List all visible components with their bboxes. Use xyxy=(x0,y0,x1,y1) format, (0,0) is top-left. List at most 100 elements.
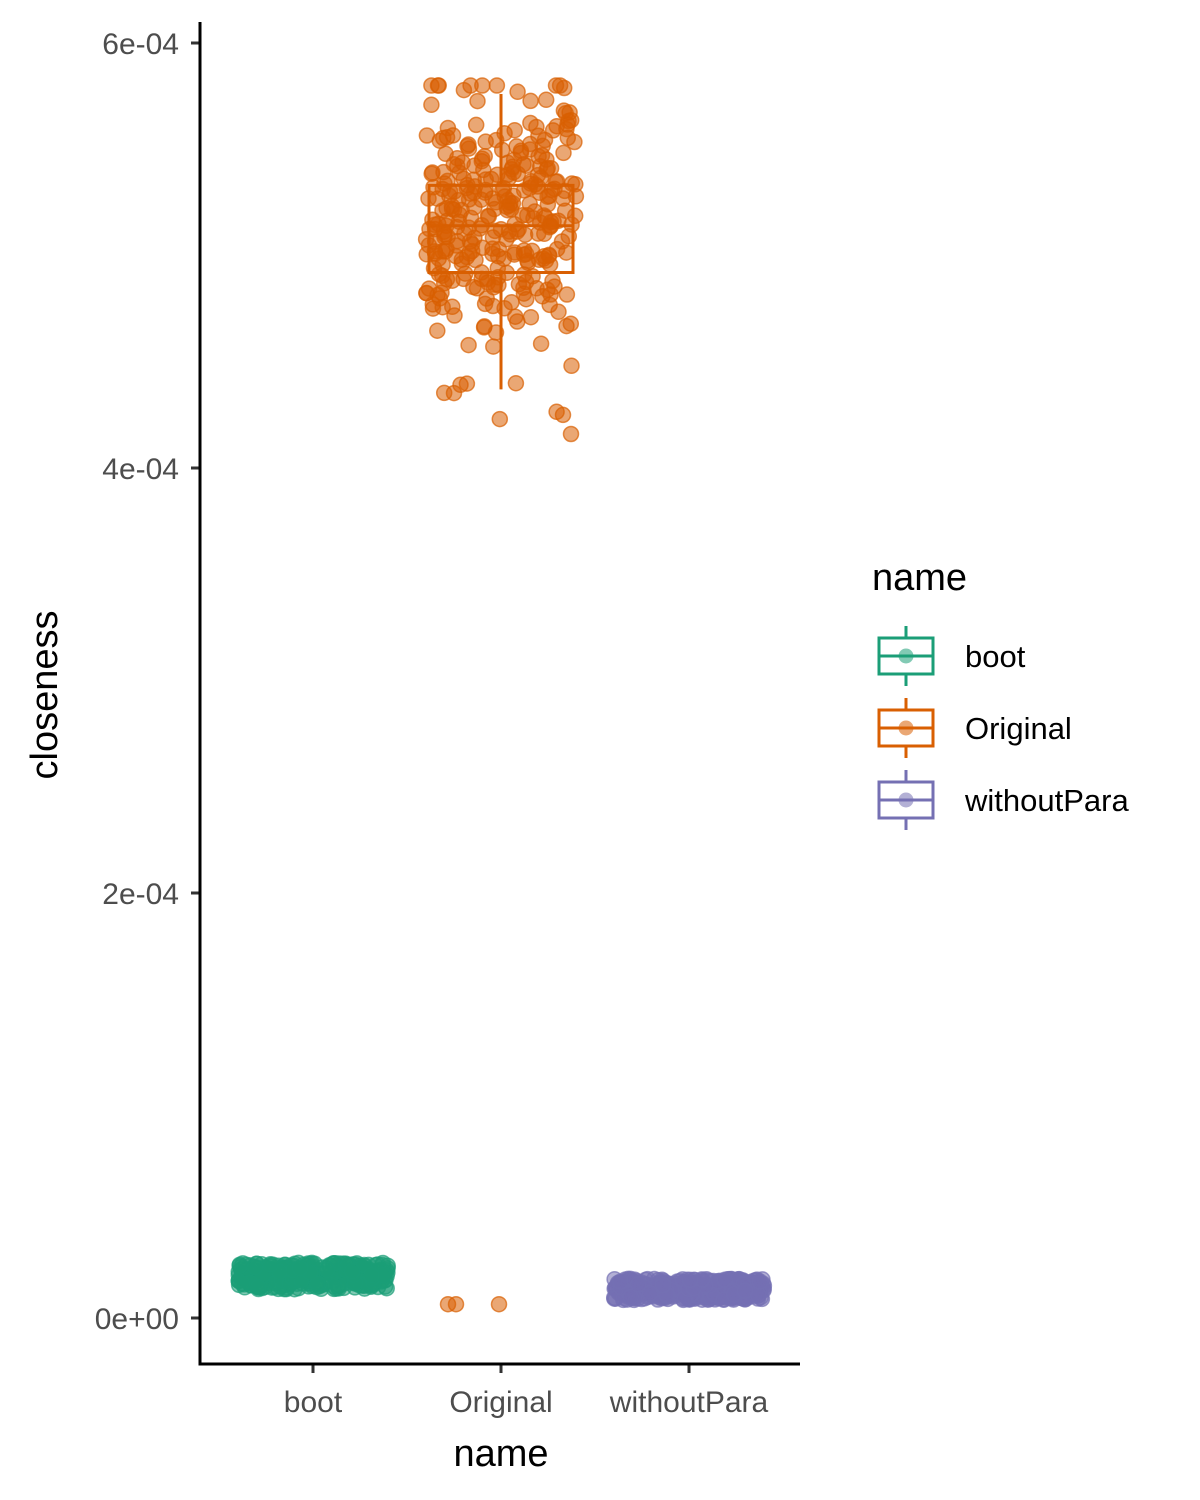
data-point xyxy=(231,1257,248,1274)
data-point xyxy=(449,157,466,175)
data-point xyxy=(558,120,575,138)
data-point xyxy=(736,1282,754,1300)
data-point xyxy=(555,144,572,162)
jitter-withoutPara xyxy=(605,1270,773,1309)
x-tick-label: withoutPara xyxy=(609,1386,769,1419)
data-point xyxy=(612,1273,629,1290)
legend-label: Original xyxy=(965,711,1072,746)
data-point xyxy=(542,286,559,303)
data-point xyxy=(434,202,451,219)
data-point xyxy=(438,129,456,146)
data-point xyxy=(473,216,491,234)
legend-key-boot xyxy=(877,626,935,686)
y-tick-label: 4e-04 xyxy=(102,453,179,486)
legend-label: withoutPara xyxy=(964,783,1129,818)
data-point xyxy=(455,81,473,99)
data-point xyxy=(517,245,535,263)
outlier-point xyxy=(490,1295,508,1313)
data-point xyxy=(522,308,540,326)
x-axis-ticks: boot Original withoutPara xyxy=(284,1364,769,1419)
legend: name boot Original withoutPara xyxy=(872,557,1129,830)
data-point xyxy=(469,92,486,110)
data-point xyxy=(446,307,463,324)
data-point xyxy=(502,226,519,243)
data-point xyxy=(542,159,560,177)
data-point xyxy=(509,83,526,101)
data-point xyxy=(532,335,550,352)
data-point xyxy=(363,1267,380,1284)
data-point xyxy=(426,233,444,250)
y-tick-label: 2e-04 xyxy=(102,878,179,911)
legend-key-withoutPara xyxy=(877,770,935,830)
data-point xyxy=(562,315,580,332)
x-tick-label: Original xyxy=(449,1386,552,1419)
outlier-point xyxy=(562,425,580,443)
x-tick-label: boot xyxy=(284,1386,343,1419)
data-point xyxy=(485,338,502,355)
data-point xyxy=(465,278,482,296)
data-point xyxy=(522,175,539,192)
data-point xyxy=(246,1258,264,1276)
data-point xyxy=(441,183,459,200)
data-point xyxy=(484,240,501,257)
data-point xyxy=(522,114,539,132)
y-axis-title: closeness xyxy=(24,611,66,780)
outlier-point xyxy=(447,1295,465,1313)
series-boot xyxy=(230,1254,396,1298)
data-point xyxy=(567,176,584,193)
data-point xyxy=(507,374,525,392)
data-point xyxy=(558,286,576,303)
jitter-boot xyxy=(230,1254,396,1298)
series-Original xyxy=(417,77,585,1313)
data-point xyxy=(488,77,506,94)
data-point xyxy=(629,1276,647,1293)
data-point xyxy=(566,133,583,151)
data-point xyxy=(429,322,446,339)
data-point xyxy=(548,403,565,421)
data-point xyxy=(424,296,442,313)
data-point xyxy=(309,1275,326,1292)
data-point xyxy=(475,319,493,336)
data-point xyxy=(437,145,454,163)
data-point xyxy=(530,127,547,145)
data-point xyxy=(555,79,573,97)
data-point xyxy=(437,243,454,260)
data-point xyxy=(456,265,474,282)
data-point xyxy=(484,297,502,315)
data-point xyxy=(318,1261,336,1279)
data-point xyxy=(423,77,440,94)
data-point xyxy=(489,269,507,286)
data-point xyxy=(453,251,471,268)
data-point xyxy=(521,141,539,158)
data-point xyxy=(566,207,584,225)
data-point xyxy=(423,96,440,114)
series-withoutPara xyxy=(605,1270,773,1309)
data-point xyxy=(509,313,526,330)
legend-label: boot xyxy=(965,639,1026,674)
legend-title: name xyxy=(872,557,967,599)
data-point xyxy=(522,92,539,110)
data-point xyxy=(465,171,482,188)
data-point xyxy=(491,410,509,428)
data-point xyxy=(487,131,505,149)
data-point xyxy=(420,190,437,207)
data-point xyxy=(291,1259,309,1277)
x-axis-title: name xyxy=(453,1433,548,1475)
data-point xyxy=(474,77,491,94)
data-point xyxy=(751,1273,769,1290)
data-point xyxy=(503,294,520,311)
data-point xyxy=(560,227,578,245)
data-point xyxy=(541,187,558,205)
data-point xyxy=(473,264,490,281)
legend-key-Original xyxy=(877,698,935,758)
data-point xyxy=(499,201,516,219)
data-point xyxy=(548,240,566,258)
data-point xyxy=(435,275,453,292)
data-point xyxy=(249,1278,267,1296)
data-point xyxy=(716,1271,734,1288)
data-point xyxy=(467,116,485,134)
data-point xyxy=(343,1262,361,1280)
data-point xyxy=(537,91,555,109)
data-point xyxy=(418,127,436,144)
data-point xyxy=(418,246,435,263)
